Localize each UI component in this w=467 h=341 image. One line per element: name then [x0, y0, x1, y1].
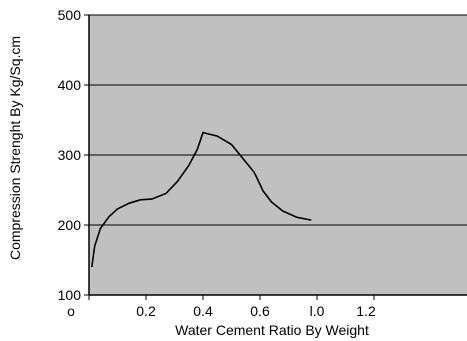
- x-tick-label: 0.4: [193, 303, 213, 319]
- y-axis-title: Compression Strenght By Kg/Sq.cm: [7, 36, 23, 260]
- x-tick-label: 0.2: [136, 303, 156, 319]
- x-tick-label: 0.6: [250, 303, 270, 319]
- y-tick-label: 200: [58, 217, 82, 233]
- y-tick-label: 100: [58, 287, 82, 303]
- gridlines: [89, 14, 467, 226]
- y-tick-label: 500: [58, 7, 82, 23]
- y-tick-label: 300: [58, 147, 82, 163]
- x-tick-label: l.0: [310, 303, 325, 319]
- x-tick-label: o: [67, 303, 75, 319]
- y-ticks: 100 200 300 400 500: [58, 7, 89, 303]
- y-tick-label: 400: [58, 77, 82, 93]
- x-ticks: o 0.2 0.4 0.6 l.0 1.2: [67, 295, 376, 319]
- x-axis-title: Water Cement Ratio By Weight: [175, 322, 369, 338]
- x-tick-label: 1.2: [356, 303, 376, 319]
- series-line: [91, 131, 312, 268]
